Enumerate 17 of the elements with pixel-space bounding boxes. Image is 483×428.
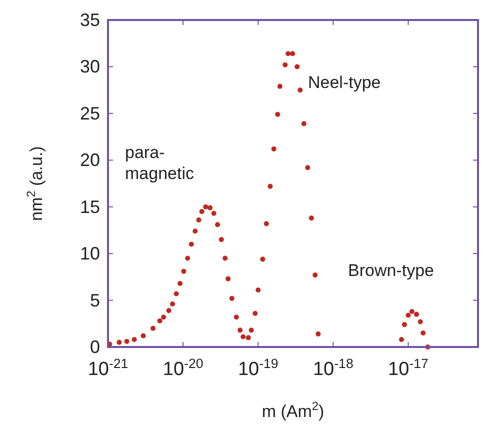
y-tick-label: 0 bbox=[90, 337, 100, 357]
x-tick-label: 10$^{-18}$ bbox=[313, 356, 354, 380]
x-tick-label: 10$^{-21}$ bbox=[88, 356, 128, 380]
x-tick-label: 10$^{-17}$ bbox=[388, 356, 428, 380]
y-tick-label: 5 bbox=[90, 290, 100, 310]
annotation: Neel-type bbox=[308, 73, 381, 92]
y-tick-label: 25 bbox=[80, 103, 100, 124]
annotation: Brown-type bbox=[348, 261, 434, 280]
y-tick-label: 35 bbox=[80, 10, 100, 30]
x-axis-title: m (Am$^{2}$) bbox=[262, 399, 324, 421]
y-tick-label: 15 bbox=[80, 196, 100, 217]
annotation: para- magnetic bbox=[125, 143, 194, 183]
x-tick-label: 10$^{-20}$ bbox=[162, 356, 204, 380]
y-tick-label: 10 bbox=[80, 244, 100, 264]
y-tick-label: 20 bbox=[80, 150, 100, 170]
y-tick-label: 30 bbox=[80, 56, 100, 77]
x-tick-label: 10$^{-19}$ bbox=[238, 356, 278, 380]
